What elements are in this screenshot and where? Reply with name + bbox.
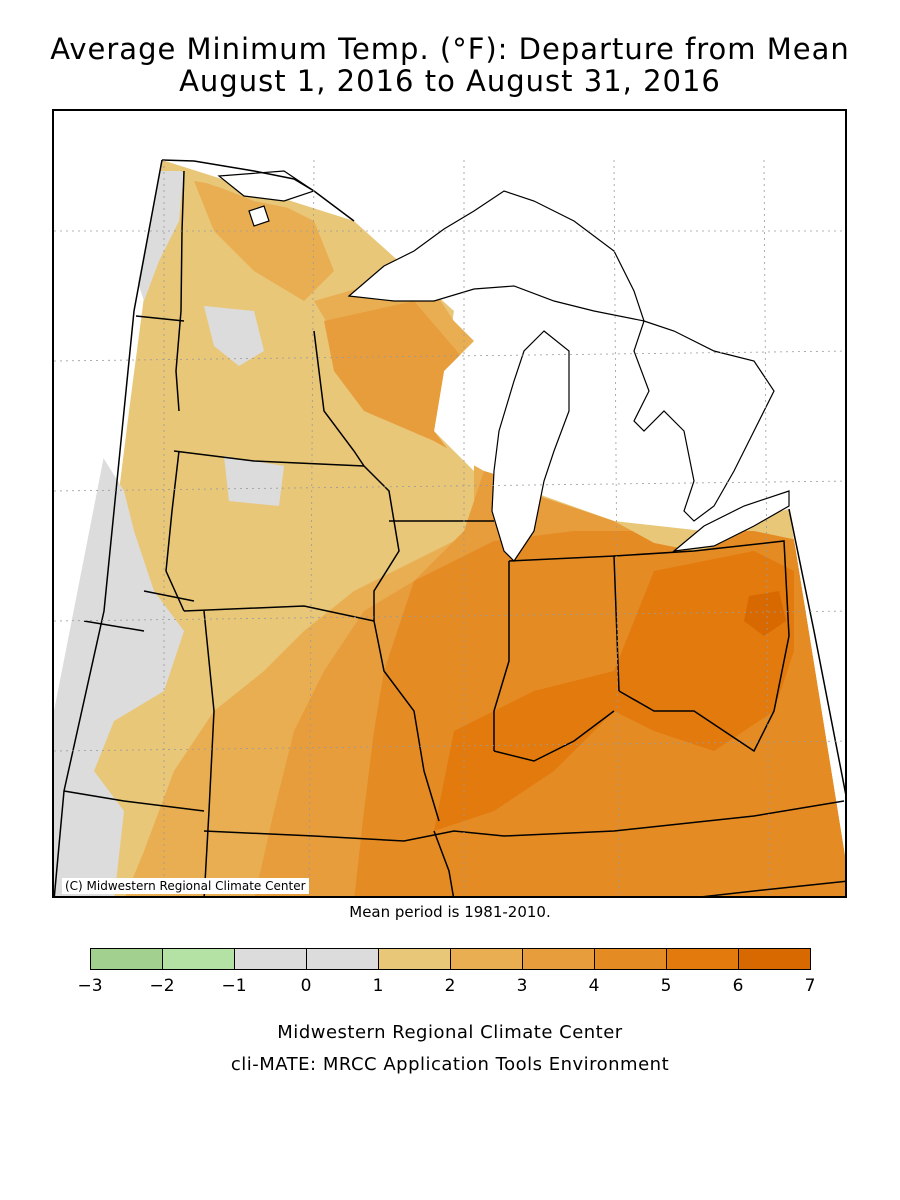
zone-0-1-dakota	[224, 456, 284, 506]
footer-organization: Midwestern Regional Climate Center	[277, 1022, 623, 1043]
zone-6-7	[744, 591, 786, 636]
great-lakes	[217, 170, 790, 562]
map-panel: (C) Midwestern Regional Climate Center	[52, 109, 847, 898]
legend-tick-label: −2	[149, 976, 175, 996]
map-copyright: (C) Midwestern Regional Climate Center	[62, 878, 309, 894]
zone-5-6	[434, 551, 794, 831]
lake-erie	[672, 490, 790, 552]
lake-huron	[633, 320, 775, 522]
region-outline	[54, 159, 163, 896]
graticule	[54, 159, 845, 896]
departure-map	[54, 159, 845, 896]
map-date-range: August 1, 2016 to August 31, 2016	[179, 64, 721, 98]
legend-bin	[450, 948, 523, 970]
zone-2-3-north	[194, 181, 334, 301]
legend-tick-label: −3	[77, 976, 103, 996]
map-title: Average Minimum Temp. (°F): Departure fr…	[50, 32, 850, 66]
legend-tick-label: 2	[444, 976, 456, 996]
mean-period-note: Mean period is 1981-2010.	[349, 903, 551, 921]
legend-bin	[594, 948, 667, 970]
lake-superior	[347, 190, 645, 322]
legend-bin	[522, 948, 595, 970]
legend-tick-label: −1	[221, 976, 247, 996]
lake-of-the-woods	[248, 205, 270, 227]
footer-tool: cli-MATE: MRCC Application Tools Environ…	[230, 1054, 670, 1075]
legend-tick-label: 3	[516, 976, 528, 996]
legend-tick-label: 7	[804, 976, 816, 996]
legend-tick-label: 1	[372, 976, 384, 996]
state-borders	[63, 159, 845, 896]
legend-bin	[90, 948, 163, 970]
legend-tick-label: 5	[660, 976, 672, 996]
lake-michigan	[491, 330, 570, 562]
legend-tick-label: 0	[300, 976, 312, 996]
legend-bin	[234, 948, 307, 970]
region-outline-east	[702, 508, 845, 896]
legend-bin	[666, 948, 739, 970]
legend-tick-label: 4	[588, 976, 600, 996]
legend-tick-label: 6	[732, 976, 744, 996]
legend-bin	[378, 948, 451, 970]
zone-0-1-minnesota	[204, 306, 264, 366]
legend-bin	[306, 948, 379, 970]
legend-bin	[162, 948, 235, 970]
color-legend	[90, 948, 811, 970]
legend-bin	[738, 948, 811, 970]
